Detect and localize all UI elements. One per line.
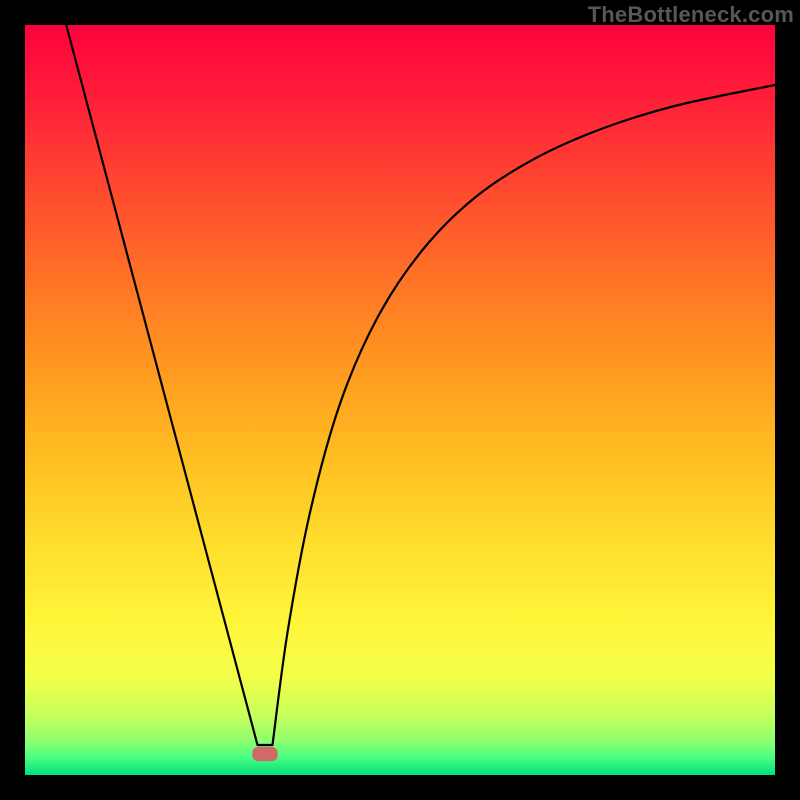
bottleneck-curve-chart (0, 0, 800, 800)
chart-container: TheBottleneck.com (0, 0, 800, 800)
watermark-text: TheBottleneck.com (588, 2, 794, 28)
min-marker (252, 747, 278, 761)
plot-background (25, 25, 775, 775)
